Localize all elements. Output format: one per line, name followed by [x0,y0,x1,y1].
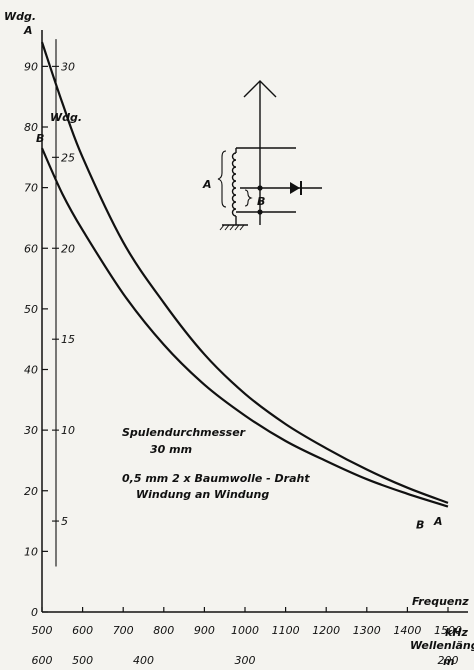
series-label-start-B: B [36,132,44,145]
x-tick-label-1100: 1100 [272,624,300,637]
y-tick-label-20: 20 [24,485,38,498]
y2-axis-title: Wdg. [50,111,82,124]
series-curve-B [40,147,449,508]
y-axis-title: Wdg. [4,10,36,23]
circuit-label-a: A [202,178,212,191]
x-axis-unit: kHz [445,626,469,639]
wavelength-tick-label-300: 300 [235,654,256,667]
series-curve-A [40,41,449,504]
annotation-diameter-value: 30 mm [150,443,192,456]
diode-symbol [290,181,302,195]
x-tick-label-1200: 1200 [312,624,340,637]
x-tick-label-500: 500 [32,624,53,637]
y2-tick-label-15: 15 [61,333,75,346]
y2-tick-label-5: 5 [61,515,68,528]
brace-a [217,150,227,208]
y-tick-label-50: 50 [24,303,38,316]
wavelength-axis-unit: m [443,655,454,668]
y2-tick-label-25: 25 [61,151,75,164]
annotation-coil-diameter: Spulendurchmesser [122,426,246,439]
annotation-wire: 0,5 mm 2 x Baumwolle - Draht [122,472,310,485]
x-axis-title: Frequenz [412,595,469,608]
y2-tick-label-10: 10 [61,424,75,437]
series-label-end-B: B [416,519,424,532]
y-tick-label-60: 60 [24,242,38,255]
series-label-start-A: A [23,24,33,37]
y-tick-label-0: 0 [31,606,38,619]
tap-dot-b [257,185,263,191]
x-tick-label-900: 900 [194,624,215,637]
wavelength-tick-label-400: 400 [133,654,154,667]
brace-b [244,189,253,207]
y-tick-label-70: 70 [24,182,38,195]
tap-dot-bottom [257,209,263,215]
y-tick-label-80: 80 [24,121,38,134]
annotation-winding: Windung an Windung [136,488,269,501]
ground-hatch [219,224,245,231]
series-label-end-A: A [433,515,443,528]
diode-triangle [290,182,300,194]
coil-circuit-diagram [217,80,322,231]
x-tick-label-1400: 1400 [393,624,421,637]
circuit-label-b: B [257,195,265,208]
y2-tick-label-20: 20 [61,242,75,255]
y-tick-label-40: 40 [24,364,38,377]
wavelength-axis-title: Wellenlänge [410,639,474,652]
axes: 0 10 20 30 40 50 60 70 80 90 5 10 15 20 25 30 500 600 700 8… [24,30,468,667]
y-tick-label-90: 90 [24,60,38,73]
y-tick-label-30: 30 [24,424,38,437]
x-tick-label-1300: 1300 [353,624,381,637]
wavelength-tick-label-200: 200 [438,654,459,667]
wavelength-tick-label-600: 600 [32,654,53,667]
x-tick-label-800: 800 [153,624,174,637]
coil-winding [231,152,237,217]
x-tick-label-600: 600 [72,624,93,637]
y-tick-label-10: 10 [24,545,38,558]
x-tick-label-700: 700 [113,624,134,637]
annotation-block: Spulendurchmesser 30 mm 0,5 mm 2 x Baumw… [122,426,310,501]
wavelength-tick-label-500: 500 [72,654,93,667]
x-tick-label-1000: 1000 [231,624,259,637]
x-tick-label-1500: 1500 [434,624,462,637]
y2-tick-label-30: 30 [61,60,75,73]
